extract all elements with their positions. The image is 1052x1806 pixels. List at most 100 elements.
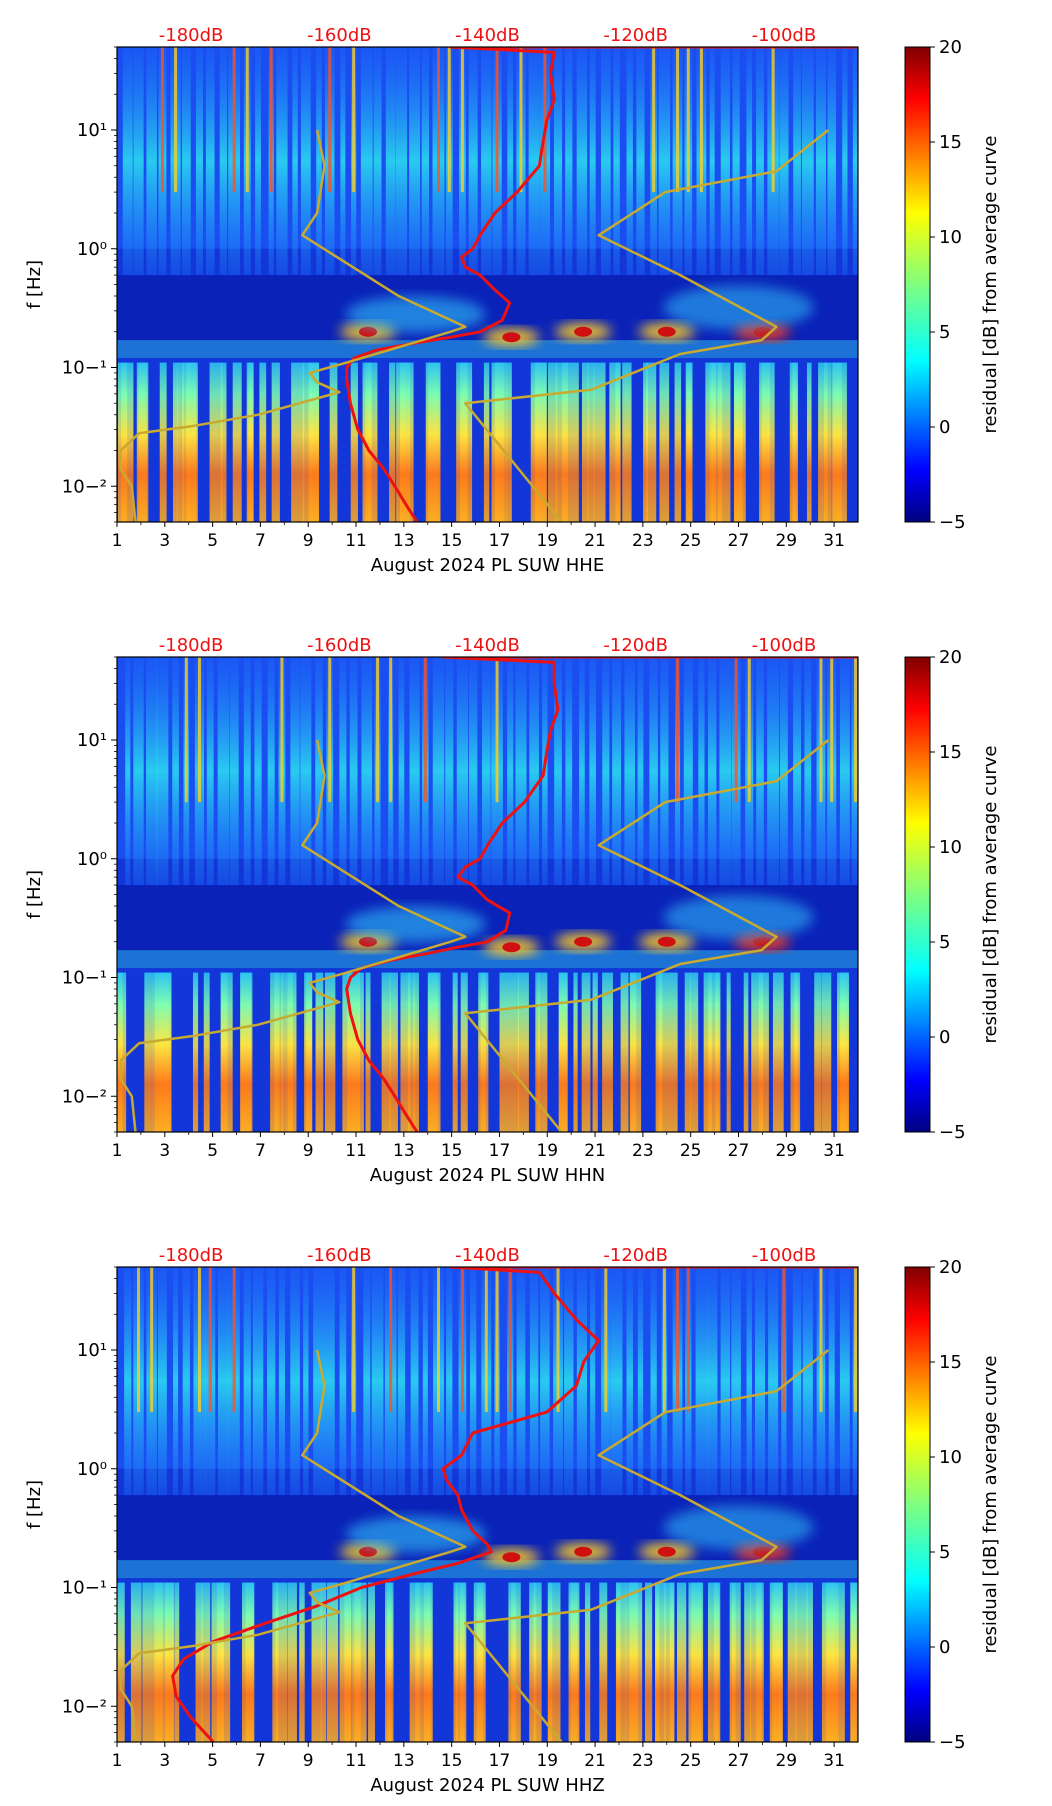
stripe-high (709, 47, 715, 276)
stripe-high (579, 657, 585, 886)
stripe-low (558, 972, 568, 1132)
stripe-high-hot (495, 1267, 499, 1413)
x-tick-label: 23 (632, 531, 654, 551)
stripe-high-hot (197, 657, 201, 803)
stripe-low (787, 1582, 797, 1742)
top-db-label: -120dB (603, 25, 668, 46)
stripe-high (324, 1267, 335, 1496)
stripe-high (181, 47, 191, 276)
stripe-low (275, 1582, 288, 1742)
stripe-high-hot (686, 1267, 690, 1413)
stripe-low (831, 362, 839, 522)
stripe-high (610, 1267, 623, 1496)
stripe-low (138, 362, 147, 522)
stripe-high (626, 1267, 633, 1496)
stripe-low (117, 1582, 125, 1742)
stripe-high (278, 1267, 285, 1496)
microseism-blob-core (657, 1546, 676, 1557)
stripe-low (389, 362, 396, 522)
stripe-low (368, 1582, 375, 1742)
stripe-high-hot (150, 1267, 154, 1413)
noise-model-line (119, 739, 467, 1132)
stripe-low (568, 1582, 578, 1742)
x-tick-label: 25 (680, 1751, 702, 1771)
stripe-high (768, 1267, 779, 1496)
stripe-high (219, 47, 228, 276)
microseism-blob-core (657, 936, 676, 947)
top-db-label: -120dB (603, 635, 668, 656)
x-tick-label: 13 (393, 1751, 415, 1771)
microseism-blob-core (574, 1546, 593, 1557)
x-tick-label: 7 (255, 1751, 266, 1771)
stripe-low (220, 972, 233, 1132)
stripe-low (705, 362, 712, 522)
x-tick-label: 31 (823, 531, 845, 551)
stripe-high (395, 47, 408, 276)
stripe-high (300, 47, 311, 276)
microseism-blob-core (657, 326, 676, 337)
stripe-high (371, 1267, 384, 1496)
colorbar-tick-label: 20 (939, 37, 962, 58)
x-tick-label: 11 (345, 531, 367, 551)
stripe-low (538, 972, 548, 1132)
stripe-low (535, 972, 540, 1132)
stripe-low (220, 1582, 231, 1742)
y-tick-label: 10−¹ (62, 1578, 107, 1599)
stripe-high-hot (447, 47, 451, 193)
stripe-high (290, 1267, 300, 1496)
stripe-low (483, 362, 490, 522)
stripe-low (818, 362, 828, 522)
stripe-high-hot (484, 1267, 488, 1413)
y-axis-label: f [Hz] (24, 260, 45, 309)
x-tick-label: 9 (303, 531, 314, 551)
stripe-high (565, 657, 573, 886)
stripe-low (547, 362, 558, 522)
stripe-low (821, 972, 832, 1132)
stripe-high (602, 657, 610, 886)
stripe-low (460, 972, 468, 1132)
x-tick-label: 23 (632, 1751, 654, 1771)
stripe-low (759, 362, 770, 522)
stripe-high (815, 47, 826, 276)
stripe-high (554, 657, 562, 886)
stripe-low (794, 972, 799, 1132)
microseism-glow (345, 1516, 486, 1553)
stripe-high (410, 1267, 419, 1496)
stripe-low (478, 972, 486, 1132)
stripe-low (232, 362, 242, 522)
stripe-high (125, 657, 131, 886)
stripe-low (494, 362, 508, 522)
stripe-high (292, 47, 298, 276)
stripe-low (203, 972, 210, 1132)
stripe-low (750, 1582, 762, 1742)
stripe-low (455, 1582, 465, 1742)
colorbar-tick-label: 0 (939, 1637, 950, 1658)
x-tick-label: 29 (775, 1751, 797, 1771)
stripe-high-hot (495, 47, 499, 193)
stripe-high (842, 47, 848, 276)
stripe-high (468, 657, 478, 886)
colorbar-tick-label: 0 (939, 1027, 950, 1048)
top-db-label: -140dB (455, 25, 520, 46)
stripe-high-hot (184, 657, 188, 803)
noise-model-line (464, 739, 830, 1132)
x-tick-label: 9 (303, 1751, 314, 1771)
stripe-low (428, 972, 438, 1132)
stripe-high (385, 47, 396, 276)
stripe-low (712, 362, 723, 522)
stripe-high (363, 1267, 371, 1496)
stripe-low (626, 362, 632, 522)
stripe-high-hot (436, 47, 440, 193)
stripe-low (573, 972, 578, 1132)
stripe-low (581, 972, 591, 1132)
stripe-high (515, 657, 527, 886)
stripe-low (806, 1582, 813, 1742)
stripe-high (756, 47, 764, 276)
stripe-high-hot (830, 657, 834, 803)
stripe-high-hot (734, 657, 738, 803)
stripe-high (300, 657, 312, 886)
stripe-low (690, 972, 699, 1132)
stripe-high-hot (819, 1267, 823, 1413)
stripe-high-hot (423, 657, 427, 803)
stripe-high-hot (676, 657, 680, 803)
